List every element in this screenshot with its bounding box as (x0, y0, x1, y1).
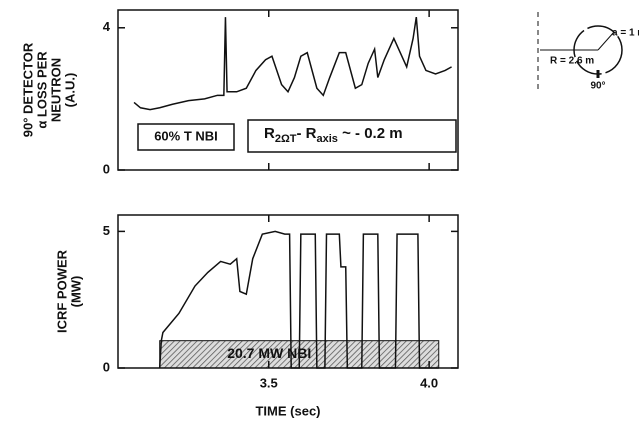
band-label: 20.7 MW NBI (227, 345, 311, 361)
inset-a: a = 1 m (612, 28, 639, 39)
y-tick-label: 4 (103, 19, 111, 34)
y-tick-label: 5 (103, 223, 110, 238)
inset-diagram: a = 1 m R = 2.6 m 90° (537, 12, 639, 92)
y-axis-label: NEUTRON (48, 58, 63, 122)
y-axis-label: ICRF POWER (54, 249, 69, 333)
data-line (133, 16, 452, 111)
annotation-box (137, 123, 235, 151)
inset-angle: 90° (590, 81, 605, 92)
annotation-part: T (290, 133, 297, 145)
inset-r: R = 2.6 m (550, 56, 594, 67)
y-axis-label: (A.U.) (62, 73, 77, 108)
annotation-part: axis (317, 133, 338, 145)
y-axis-label: α LOSS PER (34, 51, 49, 129)
annotation-part: R (264, 125, 275, 142)
plot-frame (117, 9, 459, 171)
annotation: 60% T NBI (154, 128, 218, 143)
annotation-part: 2Ω (275, 133, 290, 145)
plot-frame (117, 214, 459, 369)
annotation-part: ~ - 0.2 m (338, 125, 403, 142)
annotation-box (247, 119, 457, 153)
data-line (158, 230, 439, 369)
y-axis-label: (MW) (68, 276, 83, 308)
x-tick-label: 4.0 (420, 375, 438, 390)
annotation: R2ΩT- Raxis ~ - 0.2 m (264, 125, 403, 145)
y-tick-label: 0 (103, 359, 110, 374)
x-tick-label: 3.5 (260, 375, 278, 390)
y-axis-label: 90° DETECTOR (20, 42, 35, 137)
x-axis-label: TIME (sec) (255, 403, 320, 418)
y-tick-label: 0 (103, 161, 110, 176)
annotation-part: - R (297, 125, 317, 142)
